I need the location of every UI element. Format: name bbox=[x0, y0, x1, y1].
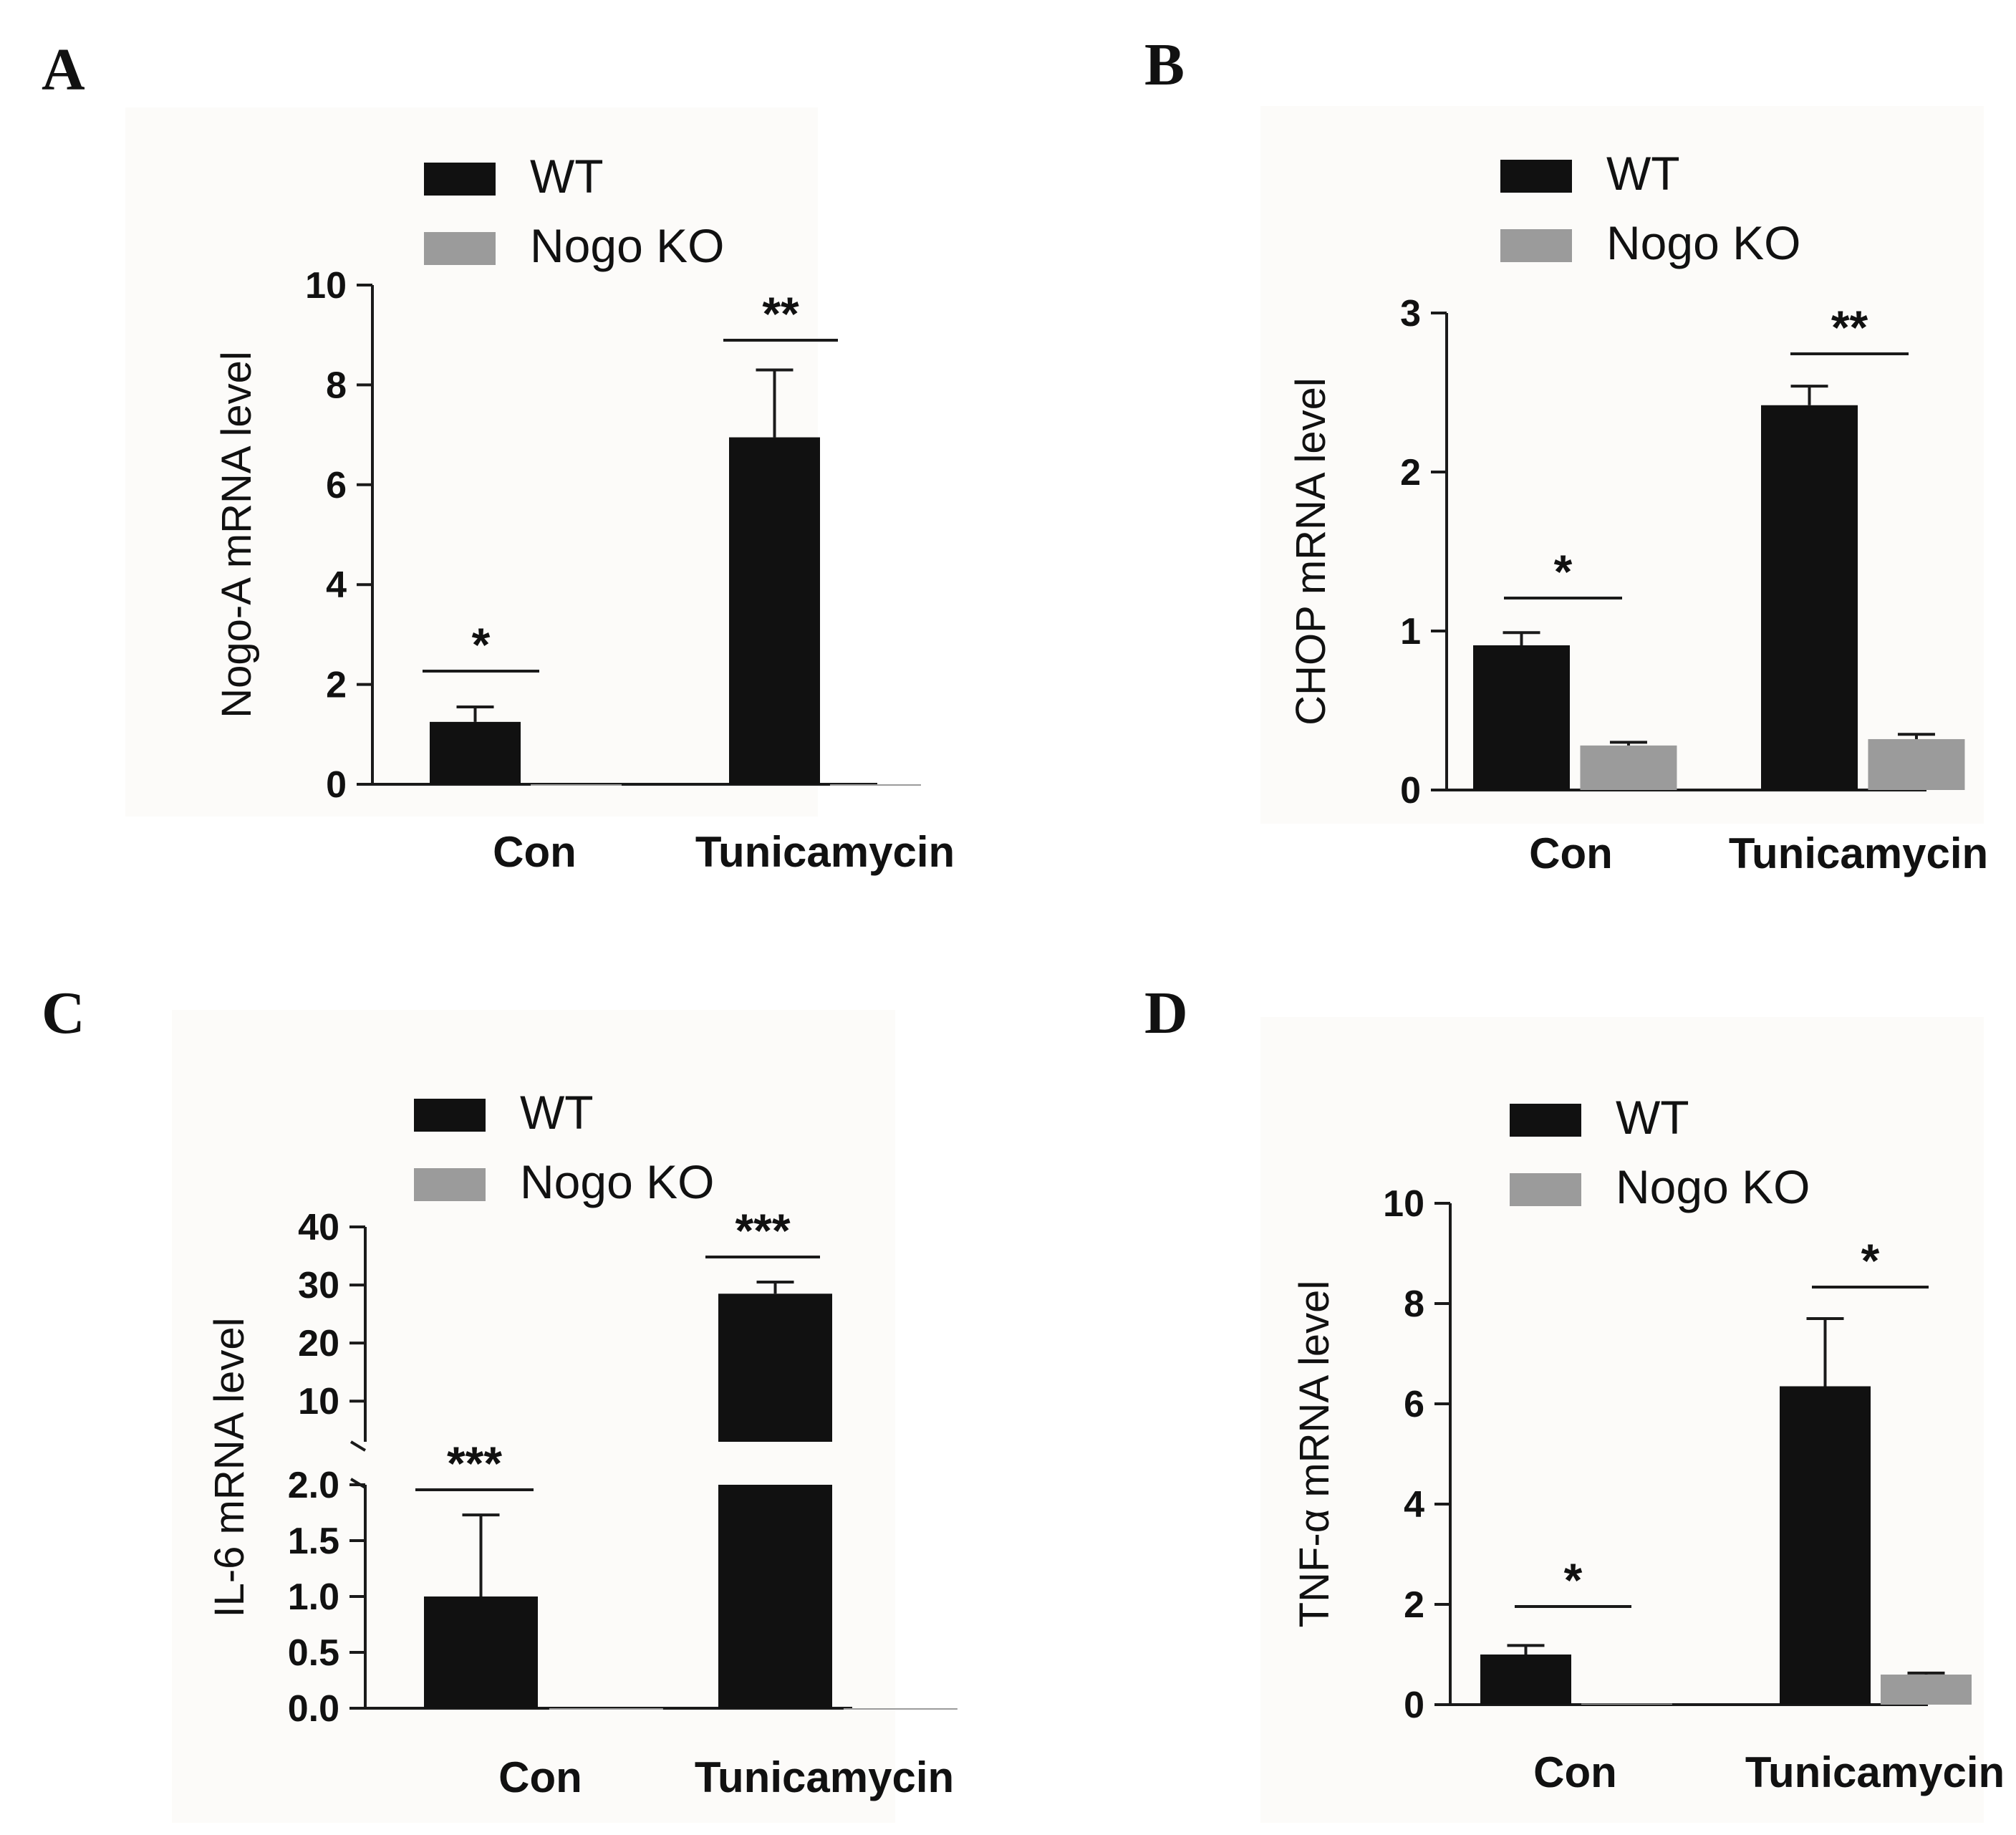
legend-swatch-wt bbox=[1510, 1104, 1581, 1137]
significance-marker: ** bbox=[762, 287, 799, 340]
legend-swatch-wt bbox=[414, 1099, 486, 1132]
panel-letter: A bbox=[42, 37, 85, 103]
bar-wt-tunicamycin-lower bbox=[718, 1485, 832, 1708]
bar-wt-tunicamycin bbox=[1761, 405, 1858, 790]
panel-b: B WT Nogo KO CHOP mRNA level Con Tunicamycin 0… bbox=[1144, 32, 1988, 877]
legend-label-nogo-ko: Nogo KO bbox=[530, 219, 724, 272]
legend: WT Nogo KO bbox=[1510, 1091, 1810, 1213]
y-tick-label: 40 bbox=[298, 1207, 339, 1248]
y-axis-label: IL-6 mRNA level bbox=[206, 1317, 253, 1617]
y-tick-label: 0 bbox=[1404, 1685, 1424, 1726]
axis-break-mark bbox=[349, 1440, 367, 1452]
y-axis-label: TNF-α mRNA level bbox=[1291, 1281, 1338, 1628]
panel-background bbox=[125, 107, 818, 817]
legend: WT Nogo KO bbox=[1500, 147, 1800, 269]
legend-swatch-wt bbox=[1500, 160, 1572, 193]
legend-swatch-nogo-ko bbox=[424, 232, 496, 265]
category-label: Tunicamycin bbox=[1745, 1748, 2005, 1796]
bar-wt-tunicamycin bbox=[729, 437, 820, 784]
legend-swatch-nogo-ko bbox=[1510, 1173, 1581, 1206]
panel-letter: C bbox=[42, 980, 85, 1046]
legend-label-wt: WT bbox=[520, 1086, 594, 1139]
legend: WT Nogo KO bbox=[414, 1086, 714, 1208]
bar-nogo-ko-tunicamycin bbox=[1880, 1675, 1972, 1705]
y-tick-label: 2 bbox=[326, 665, 347, 706]
category-label: Con bbox=[498, 1753, 582, 1801]
y-tick-label: 1.5 bbox=[288, 1521, 339, 1562]
bar-wt-con bbox=[1473, 645, 1570, 790]
y-tick-label: 10 bbox=[305, 265, 347, 307]
y-tick-label: 6 bbox=[1404, 1384, 1424, 1425]
category-label: Tunicamycin bbox=[695, 828, 955, 876]
legend: WT Nogo KO bbox=[424, 150, 724, 272]
legend-label-nogo-ko: Nogo KO bbox=[520, 1155, 714, 1208]
legend-label-nogo-ko: Nogo KO bbox=[1606, 216, 1800, 269]
category-label: Con bbox=[493, 828, 577, 876]
legend-swatch-wt bbox=[424, 163, 496, 196]
y-tick-label: 10 bbox=[298, 1381, 339, 1422]
y-tick-label: 2 bbox=[1400, 452, 1421, 493]
panel-background bbox=[1260, 106, 1984, 824]
legend-label-wt: WT bbox=[1606, 147, 1680, 200]
y-tick-label: 4 bbox=[1404, 1484, 1424, 1526]
bar-nogo-ko-tunicamycin bbox=[1868, 738, 1965, 790]
legend-label-wt: WT bbox=[530, 150, 604, 203]
y-tick-label: 1.0 bbox=[288, 1576, 339, 1618]
y-tick-label: 0.0 bbox=[288, 1688, 339, 1730]
legend-label-wt: WT bbox=[1616, 1091, 1689, 1144]
bar-wt-con bbox=[1480, 1655, 1571, 1705]
significance-marker: * bbox=[1564, 1554, 1583, 1607]
significance-marker: * bbox=[1554, 545, 1573, 598]
y-tick-label: 20 bbox=[298, 1323, 339, 1364]
significance-marker: ** bbox=[1831, 301, 1868, 354]
category-label: Tunicamycin bbox=[1729, 829, 1988, 877]
y-axis-label: CHOP mRNA level bbox=[1288, 377, 1334, 726]
legend-swatch-nogo-ko bbox=[1500, 229, 1572, 262]
panel-c: C WT Nogo KO IL-6 mRNA level Con Tunicamycin 0… bbox=[42, 980, 958, 1823]
panel-letter: D bbox=[1144, 980, 1188, 1046]
y-axis-label: Nogo-A mRNA level bbox=[213, 351, 260, 718]
category-label: Con bbox=[1533, 1748, 1617, 1796]
bar-nogo-ko-con bbox=[1581, 1703, 1672, 1705]
bar-nogo-ko-con bbox=[1580, 745, 1677, 790]
bar-nogo-ko-tunicamycin bbox=[843, 1708, 958, 1710]
category-label: Con bbox=[1529, 829, 1613, 877]
significance-marker: *** bbox=[447, 1437, 502, 1490]
y-tick-label: 2.0 bbox=[288, 1465, 339, 1506]
bar-nogo-ko-tunicamycin bbox=[829, 784, 921, 786]
bar-wt-tunicamycin-upper bbox=[718, 1294, 832, 1442]
legend-label-nogo-ko: Nogo KO bbox=[1616, 1160, 1810, 1213]
y-tick-label: 4 bbox=[326, 564, 347, 606]
bar-wt-tunicamycin bbox=[1780, 1386, 1871, 1705]
y-tick-label: 0 bbox=[326, 764, 347, 806]
significance-marker: * bbox=[472, 618, 491, 671]
y-tick-label: 0 bbox=[1400, 770, 1421, 811]
y-tick-label: 2 bbox=[1404, 1584, 1424, 1626]
panel-d: D WT Nogo KO TNF-α mRNA level Con Tunicamycin… bbox=[1144, 980, 2005, 1823]
category-label: Tunicamycin bbox=[695, 1753, 954, 1801]
panel-a: A WT Nogo KO Nogo-A mRNA level Con Tunicamyci… bbox=[42, 37, 955, 876]
y-tick-label: 8 bbox=[326, 365, 347, 406]
bar-wt-con bbox=[424, 1596, 538, 1708]
significance-marker: * bbox=[1861, 1234, 1880, 1287]
significance-marker: *** bbox=[735, 1204, 790, 1257]
y-tick-label: 3 bbox=[1400, 293, 1421, 334]
y-tick-label: 0.5 bbox=[288, 1632, 339, 1674]
y-tick-label: 1 bbox=[1400, 611, 1421, 652]
panel-letter: B bbox=[1144, 32, 1185, 98]
y-tick-label: 6 bbox=[326, 465, 347, 506]
bar-nogo-ko-con bbox=[549, 1708, 663, 1710]
bar-wt-con bbox=[430, 721, 521, 784]
y-tick-label: 30 bbox=[298, 1265, 339, 1306]
y-tick-label: 10 bbox=[1383, 1183, 1424, 1225]
y-tick-label: 8 bbox=[1404, 1283, 1424, 1325]
bar-nogo-ko-con bbox=[530, 784, 622, 786]
legend-swatch-nogo-ko bbox=[414, 1168, 486, 1201]
